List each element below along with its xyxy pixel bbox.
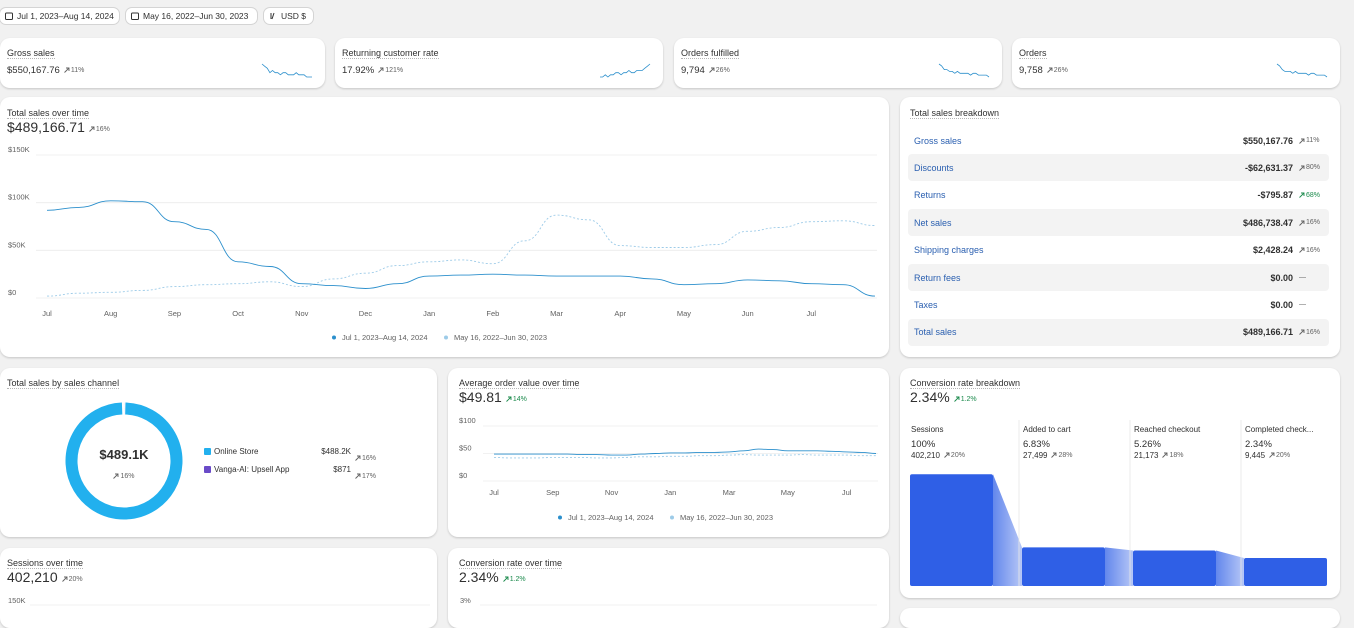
funnel-bar: [1244, 558, 1327, 586]
x-tick-label: Nov: [295, 309, 309, 318]
funnel-connector: [1216, 550, 1244, 586]
x-tick-label: Jan: [423, 309, 435, 318]
x-tick-label: Apr: [614, 309, 626, 318]
y-tick-label: $50: [459, 444, 472, 453]
legend-dot: [332, 336, 336, 340]
x-tick-label: Mar: [723, 488, 736, 497]
x-tick-label: Nov: [605, 488, 619, 497]
series-line: [47, 201, 875, 296]
y-tick-label: $50K: [8, 240, 26, 249]
x-tick-label: Jul: [842, 488, 852, 497]
y-tick-label: $100K: [8, 193, 30, 202]
x-tick-label: Sep: [168, 309, 181, 318]
legend-dot: [558, 516, 562, 520]
page: Jul 1, 2023–Aug 14, 2024 May 16, 2022–Ju…: [0, 0, 1354, 613]
y-tick-label: 3%: [460, 596, 471, 605]
legend-dot: [444, 336, 448, 340]
legend-label: Jul 1, 2023–Aug 14, 2024: [342, 333, 428, 342]
funnel-connector: [993, 474, 1022, 586]
chart-layer: $0 $50K $100K $150K Jul Aug Sep Oct Nov Dec Jan Feb…: [0, 0, 1354, 613]
legend-label: Jul 1, 2023–Aug 14, 2024: [568, 513, 654, 522]
series-line: [47, 215, 875, 296]
sparkline: [600, 64, 650, 77]
x-tick-label: Sep: [546, 488, 559, 497]
sparkline: [262, 64, 312, 77]
funnel-connector: [1105, 547, 1133, 586]
x-tick-label: Jul: [42, 309, 52, 318]
x-tick-label: Aug: [104, 309, 117, 318]
y-tick-label: $150K: [8, 145, 30, 154]
x-tick-label: May: [781, 488, 795, 497]
x-tick-label: May: [677, 309, 691, 318]
legend-dot: [670, 516, 674, 520]
x-tick-label: Jun: [742, 309, 754, 318]
sparkline: [939, 64, 989, 77]
y-tick-label: $100: [459, 416, 476, 425]
funnel-bar: [1022, 547, 1105, 586]
y-tick-label: 150K: [8, 596, 26, 605]
x-tick-label: Jan: [664, 488, 676, 497]
x-tick-label: Jul: [489, 488, 499, 497]
x-tick-label: Oct: [232, 309, 245, 318]
x-tick-label: Jul: [807, 309, 817, 318]
legend-label: May 16, 2022–Jun 30, 2023: [454, 333, 547, 342]
donut-slice: [71, 409, 176, 514]
legend-label: May 16, 2022–Jun 30, 2023: [680, 513, 773, 522]
series-line: [494, 449, 876, 455]
series-line: [494, 455, 876, 458]
y-tick-label: $0: [8, 288, 16, 297]
x-tick-label: Feb: [486, 309, 499, 318]
y-tick-label: $0: [459, 471, 467, 480]
x-tick-label: Mar: [550, 309, 563, 318]
funnel-bar: [910, 474, 993, 586]
sparkline: [1277, 64, 1327, 77]
x-tick-label: Dec: [359, 309, 373, 318]
funnel-bar: [1133, 550, 1216, 586]
